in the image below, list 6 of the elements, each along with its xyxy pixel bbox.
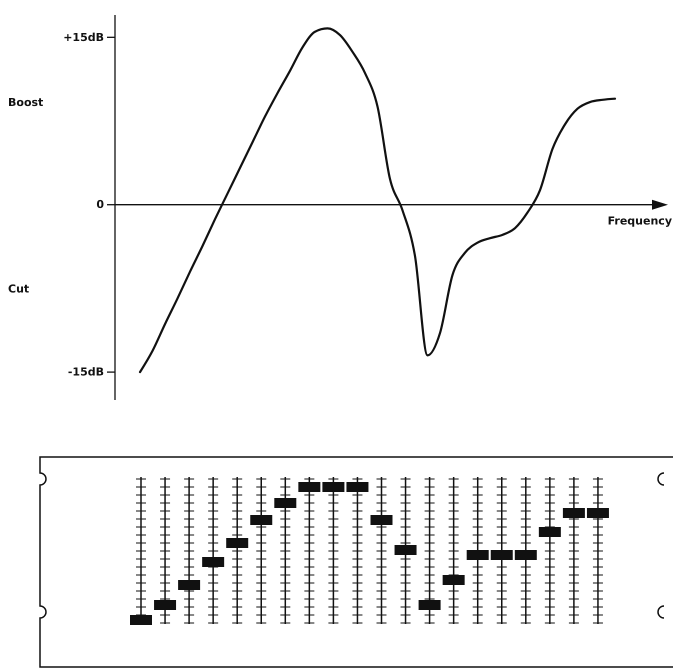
text: Boost: [8, 96, 44, 110]
y-tick-label: 0: [96, 198, 104, 212]
y-tick-label: +15dB: [63, 30, 104, 44]
y-tick-label: -15dB: [68, 366, 104, 379]
x-axis-title: Frequency: [608, 214, 672, 228]
text: Cut: [8, 282, 30, 296]
